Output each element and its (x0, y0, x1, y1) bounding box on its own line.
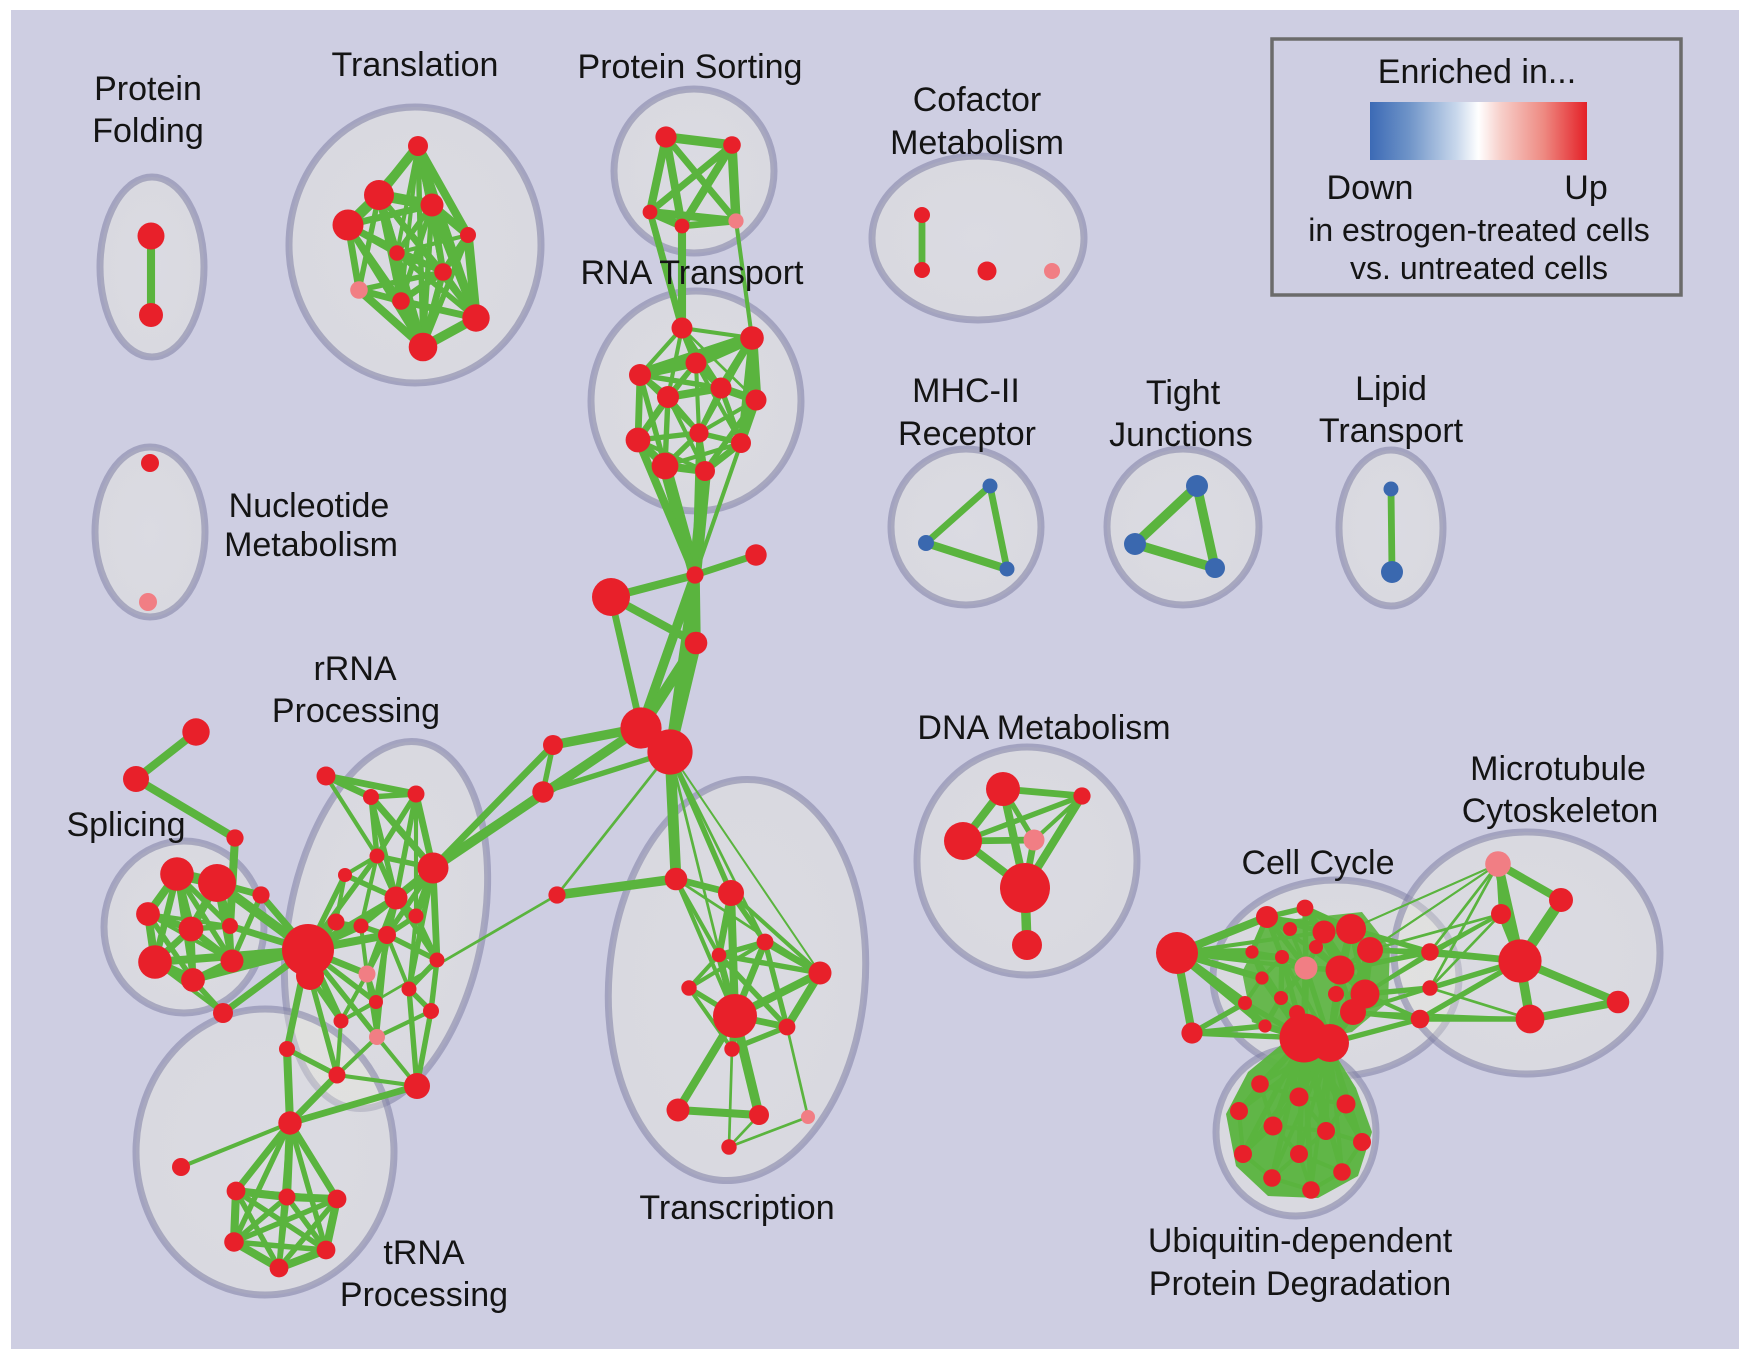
svg-text:rRNA: rRNA (313, 650, 396, 688)
svg-text:MHC-II: MHC-II (912, 372, 1020, 410)
svg-text:Enriched in...: Enriched in... (1378, 53, 1576, 91)
svg-text:Metabolism: Metabolism (890, 124, 1064, 162)
svg-text:Transport: Transport (1319, 412, 1464, 450)
svg-text:Down: Down (1327, 169, 1414, 207)
svg-text:Up: Up (1564, 169, 1607, 207)
svg-text:Lipid: Lipid (1355, 370, 1427, 408)
svg-text:DNA Metabolism: DNA Metabolism (917, 709, 1170, 747)
svg-text:Processing: Processing (340, 1276, 508, 1314)
svg-text:vs. untreated cells: vs. untreated cells (1350, 250, 1608, 286)
svg-text:Cytoskeleton: Cytoskeleton (1462, 792, 1659, 830)
svg-text:tRNA: tRNA (383, 1234, 465, 1272)
svg-text:RNA Transport: RNA Transport (581, 254, 805, 292)
svg-text:Metabolism: Metabolism (224, 526, 398, 564)
svg-text:Tight: Tight (1146, 374, 1221, 412)
svg-text:Cell Cycle: Cell Cycle (1241, 844, 1394, 882)
svg-text:Translation: Translation (332, 46, 499, 84)
svg-text:Protein Degradation: Protein Degradation (1149, 1265, 1451, 1303)
svg-text:Ubiquitin-dependent: Ubiquitin-dependent (1148, 1222, 1453, 1260)
svg-text:Cofactor: Cofactor (913, 81, 1042, 119)
svg-text:in estrogen-treated cells: in estrogen-treated cells (1308, 212, 1650, 248)
svg-text:Processing: Processing (272, 692, 440, 730)
svg-text:Protein Sorting: Protein Sorting (578, 48, 803, 86)
svg-text:Microtubule: Microtubule (1470, 750, 1646, 788)
svg-text:Folding: Folding (92, 112, 204, 150)
svg-text:Transcription: Transcription (639, 1189, 834, 1227)
svg-text:Protein: Protein (94, 70, 202, 108)
svg-text:Nucleotide: Nucleotide (229, 487, 390, 525)
svg-text:Splicing: Splicing (66, 806, 185, 844)
svg-text:Junctions: Junctions (1109, 416, 1253, 454)
svg-text:Receptor: Receptor (898, 415, 1036, 453)
